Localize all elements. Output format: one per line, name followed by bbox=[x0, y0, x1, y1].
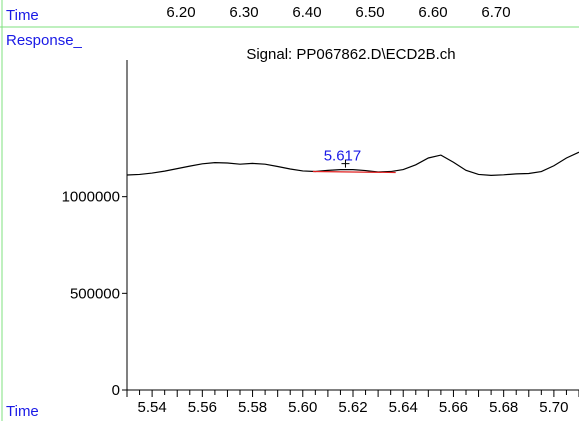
x-tick-label: 5.56 bbox=[188, 399, 217, 416]
top-tick-label: 6.30 bbox=[229, 4, 258, 21]
top-tick-label: 6.50 bbox=[355, 4, 384, 21]
y-tick-label: 1000000 bbox=[62, 189, 120, 206]
top-tick-label: 6.40 bbox=[292, 4, 321, 21]
response-label: Response_ bbox=[6, 32, 83, 49]
series-layer: 5.617 bbox=[126, 148, 579, 177]
integration-baseline bbox=[312, 170, 396, 174]
x-tick-label: 5.70 bbox=[539, 399, 568, 416]
x-tick-label: 5.58 bbox=[238, 399, 267, 416]
x-tick-label: 5.54 bbox=[138, 399, 167, 416]
x-tick-label: 5.68 bbox=[489, 399, 518, 416]
top-tick-label: 6.20 bbox=[166, 4, 195, 21]
x-axis-ticks: 5.54 5.56 5.58 5.60 5.62 5.64 5.66 5.68 5.70 bbox=[126, 390, 579, 416]
top-tick-label: 6.60 bbox=[418, 4, 447, 21]
y-axis-ticks: 1000000 500000 0 bbox=[62, 189, 127, 399]
peak-marker bbox=[341, 159, 350, 168]
chart-title: Signal: PP067862.D\ECD2B.ch bbox=[246, 46, 455, 63]
y-tick-label: 0 bbox=[112, 382, 120, 399]
peak-label: 5.617 bbox=[324, 148, 362, 165]
x-tick-label: 5.64 bbox=[389, 399, 418, 416]
x-tick-label: 5.60 bbox=[288, 399, 317, 416]
y-tick-label: 500000 bbox=[70, 285, 120, 302]
x-tick-label: 5.62 bbox=[338, 399, 367, 416]
signal-trace bbox=[126, 151, 579, 177]
top-tick-label: 6.70 bbox=[481, 4, 510, 21]
top-time-ticks: 6.20 6.30 6.40 6.50 6.60 6.70 bbox=[166, 4, 510, 21]
x-tick-label: 5.66 bbox=[439, 399, 468, 416]
bottom-time-label: Time bbox=[6, 403, 39, 420]
top-time-label: Time bbox=[6, 7, 39, 24]
